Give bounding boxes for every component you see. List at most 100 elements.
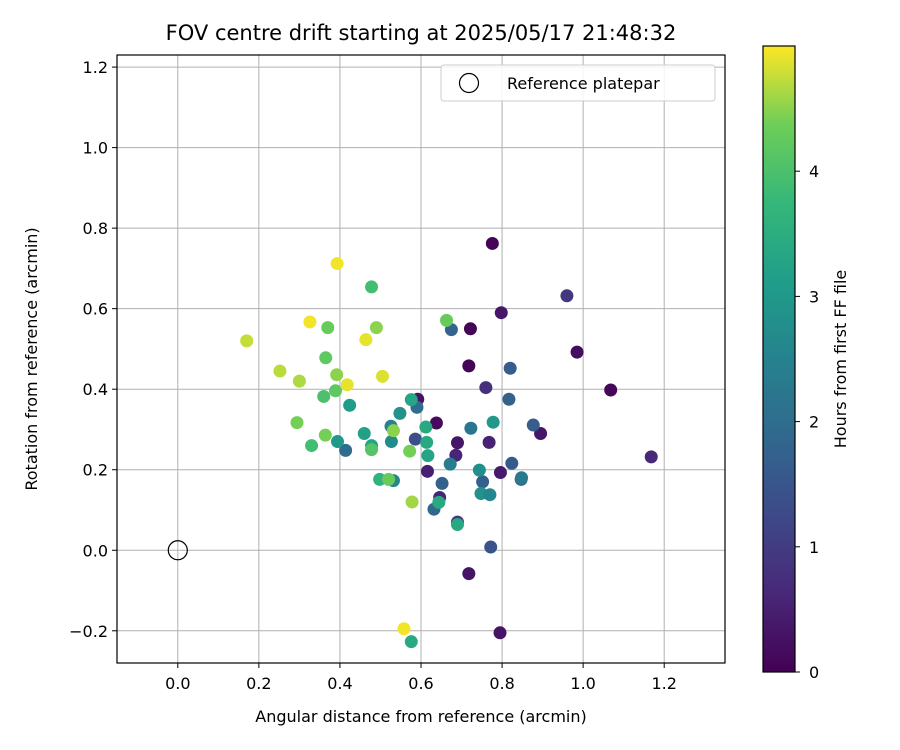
data-point-1 xyxy=(463,322,477,336)
data-point-11 xyxy=(450,436,464,450)
x-axis-ticks: 0.0 0.2 0.4 0.6 0.8 1.0 1.2 xyxy=(165,663,677,693)
data-point-65 xyxy=(318,428,332,442)
data-point-20 xyxy=(493,626,507,640)
y-tick-label-4: 0.6 xyxy=(83,300,108,319)
data-point-46 xyxy=(343,398,357,412)
y-tick-label-5: 0.8 xyxy=(83,219,108,238)
y-tick-label-3: 0.4 xyxy=(83,380,108,399)
data-point-53 xyxy=(432,495,446,509)
colorbar-frame xyxy=(762,45,796,673)
x-tick-label-6: 1.2 xyxy=(651,674,676,693)
data-point-13 xyxy=(534,426,548,440)
data-point-34 xyxy=(464,421,478,435)
data-point-24 xyxy=(502,392,516,406)
data-point-77 xyxy=(330,257,344,271)
x-tick-label-4: 0.8 xyxy=(489,674,514,693)
x-tick-label-1: 0.2 xyxy=(246,674,271,693)
data-point-16 xyxy=(493,466,507,480)
data-point-3 xyxy=(462,359,476,373)
y-tick-label-6: 1.0 xyxy=(83,139,108,158)
data-point-70 xyxy=(440,313,454,327)
data-point-21 xyxy=(408,432,422,446)
x-axis-label: Angular distance from reference (arcmin) xyxy=(255,707,586,726)
data-point-79 xyxy=(359,333,373,347)
colorbar-gradient xyxy=(763,46,795,672)
data-point-58 xyxy=(317,389,331,403)
colorbar-label: Hours from first FF file xyxy=(831,270,850,449)
data-point-68 xyxy=(386,424,400,438)
y-axis-label: Rotation from reference (arcmin) xyxy=(22,227,41,490)
x-tick-label-2: 0.4 xyxy=(327,674,352,693)
chart-title: FOV centre drift starting at 2025/05/17 … xyxy=(166,21,677,45)
data-point-50 xyxy=(419,420,433,434)
colorbar-tick-label-1: 1 xyxy=(809,538,819,557)
data-point-73 xyxy=(273,364,287,378)
data-point-28 xyxy=(476,475,490,489)
data-point-71 xyxy=(382,472,396,486)
data-point-66 xyxy=(290,416,304,430)
data-point-62 xyxy=(321,321,335,335)
x-tick-label-0: 0.0 xyxy=(165,674,190,693)
data-point-45 xyxy=(331,435,345,449)
data-point-43 xyxy=(483,488,497,502)
data-point-41 xyxy=(472,463,486,477)
data-point-74 xyxy=(292,374,306,388)
data-point-8 xyxy=(479,381,493,395)
data-point-25 xyxy=(526,418,540,432)
data-point-38 xyxy=(384,435,398,449)
data-point-4 xyxy=(570,345,584,359)
data-point-67 xyxy=(369,321,383,335)
y-axis-ticks: −0.2 0.0 0.2 0.4 0.6 0.8 1.0 1.2 xyxy=(69,58,117,641)
y-tick-label-1: 0.0 xyxy=(83,541,108,560)
data-point-7 xyxy=(644,450,658,464)
data-point-81 xyxy=(397,622,411,636)
data-point-75 xyxy=(405,495,419,509)
colorbar-tick-label-3: 3 xyxy=(809,287,819,306)
grid-lines xyxy=(117,55,725,663)
data-point-80 xyxy=(375,369,389,383)
data-point-72 xyxy=(240,334,254,348)
data-point-47 xyxy=(357,426,371,440)
data-point-36 xyxy=(515,471,529,485)
data-point-52 xyxy=(421,449,435,463)
reference-marker-group xyxy=(167,540,188,561)
x-tick-label-3: 0.6 xyxy=(408,674,433,693)
data-point-44 xyxy=(486,415,500,429)
data-point-64 xyxy=(330,368,344,382)
colorbar-ticks: 0 1 2 3 4 xyxy=(795,162,819,682)
data-point-10 xyxy=(429,416,443,430)
data-point-60 xyxy=(365,443,379,457)
colorbar-tick-label-4: 4 xyxy=(809,162,819,181)
data-point-61 xyxy=(319,351,333,365)
data-point-23 xyxy=(503,361,517,375)
x-tick-label-5: 1.0 xyxy=(570,674,595,693)
data-point-35 xyxy=(443,457,457,471)
colorbar-tick-label-0: 0 xyxy=(809,663,819,682)
data-point-69 xyxy=(403,444,417,458)
data-point-29 xyxy=(435,476,449,490)
data-point-63 xyxy=(328,384,342,398)
data-point-6 xyxy=(560,289,574,303)
data-point-0 xyxy=(485,236,499,250)
data-point-5 xyxy=(604,383,618,397)
data-point-78 xyxy=(340,378,354,392)
data-point-54 xyxy=(450,517,464,531)
y-tick-label-2: 0.2 xyxy=(83,461,108,480)
data-point-51 xyxy=(420,435,434,449)
data-point-32 xyxy=(339,443,353,457)
data-point-59 xyxy=(365,280,379,294)
data-point-31 xyxy=(484,540,498,554)
data-point-19 xyxy=(462,567,476,581)
data-point-12 xyxy=(482,435,496,449)
data-point-49 xyxy=(404,393,418,407)
colorbar: 0 1 2 3 4 Hours from first FF file xyxy=(762,45,850,682)
data-point-76 xyxy=(303,315,317,329)
data-point-26 xyxy=(505,456,519,470)
data-point-2 xyxy=(494,306,508,320)
legend: Reference platepar xyxy=(440,64,716,102)
data-point-40 xyxy=(393,406,407,420)
reference-platepar-marker xyxy=(167,540,188,561)
legend-box xyxy=(440,64,716,102)
data-point-55 xyxy=(373,472,387,486)
